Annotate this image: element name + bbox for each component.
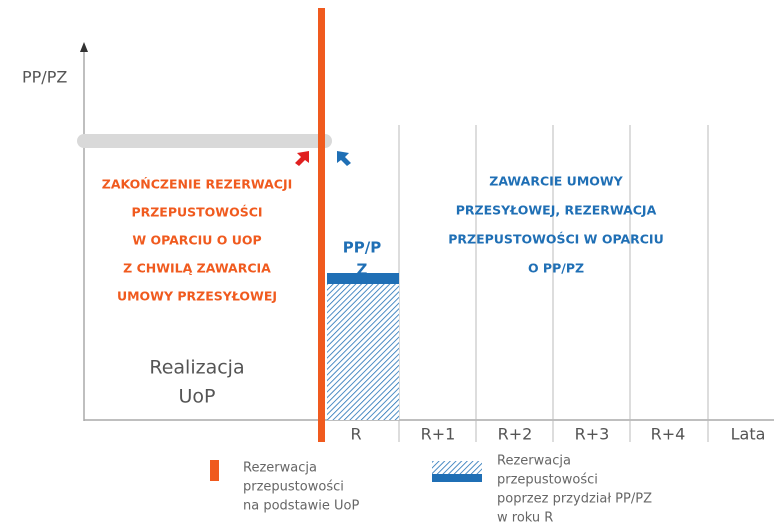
y-arrow <box>80 42 88 52</box>
legend-text: przepustowości <box>497 473 598 488</box>
x-label: R <box>350 425 361 444</box>
x-label: R+1 <box>421 425 456 444</box>
left-text: UMOWY PRZESYŁOWEJ <box>117 289 277 304</box>
region-label: Realizacja <box>149 357 244 379</box>
y-axis-label: PP/PZ <box>22 68 67 87</box>
x-label: Lata <box>731 425 766 444</box>
left-text: W OPARCIU O UOP <box>132 233 261 248</box>
left-text: ZAKOŃCZENIE REZERWACJI <box>102 177 293 192</box>
x-label: R+2 <box>498 425 533 444</box>
legend-text: na podstawie UoP <box>243 499 359 514</box>
region-label: UoP <box>179 386 216 408</box>
x-label: R+3 <box>575 425 610 444</box>
right-text: PRZEPUSTOWOŚCI W OPARCIU <box>448 232 664 247</box>
legend-text: Rezerwacja <box>497 454 571 469</box>
legend-text: Rezerwacja <box>243 461 317 476</box>
left-text: PRZEPUSTOWOŚCI <box>131 205 262 220</box>
cutoff-line <box>318 8 325 442</box>
bar-label: PP/P <box>343 239 381 257</box>
x-label: R+4 <box>651 425 686 444</box>
legend-swatch <box>210 460 219 481</box>
legend-text: przepustowości <box>243 480 344 495</box>
bar-label: Z <box>357 261 368 279</box>
right-text: O PP/PZ <box>528 261 584 276</box>
arrow-red <box>295 151 309 166</box>
texts: R R+1 R+2 R+3 R+4 Lata ZAKOŃCZENIE REZERWACJI P… <box>102 174 766 526</box>
pp-bar <box>327 273 399 420</box>
pp-bar-top <box>327 273 399 284</box>
arrow-blue <box>337 151 351 166</box>
right-text: PRZESYŁOWEJ, REZERWACJA <box>456 203 657 218</box>
right-text: ZAWARCIE UMOWY <box>489 174 623 189</box>
legend-text: poprzez przydział PP/PZ <box>497 492 652 507</box>
legend-text: w roku R <box>497 511 553 526</box>
left-text: Z CHWILĄ ZAWARCIA <box>123 261 271 276</box>
legend-swatch <box>432 474 482 482</box>
